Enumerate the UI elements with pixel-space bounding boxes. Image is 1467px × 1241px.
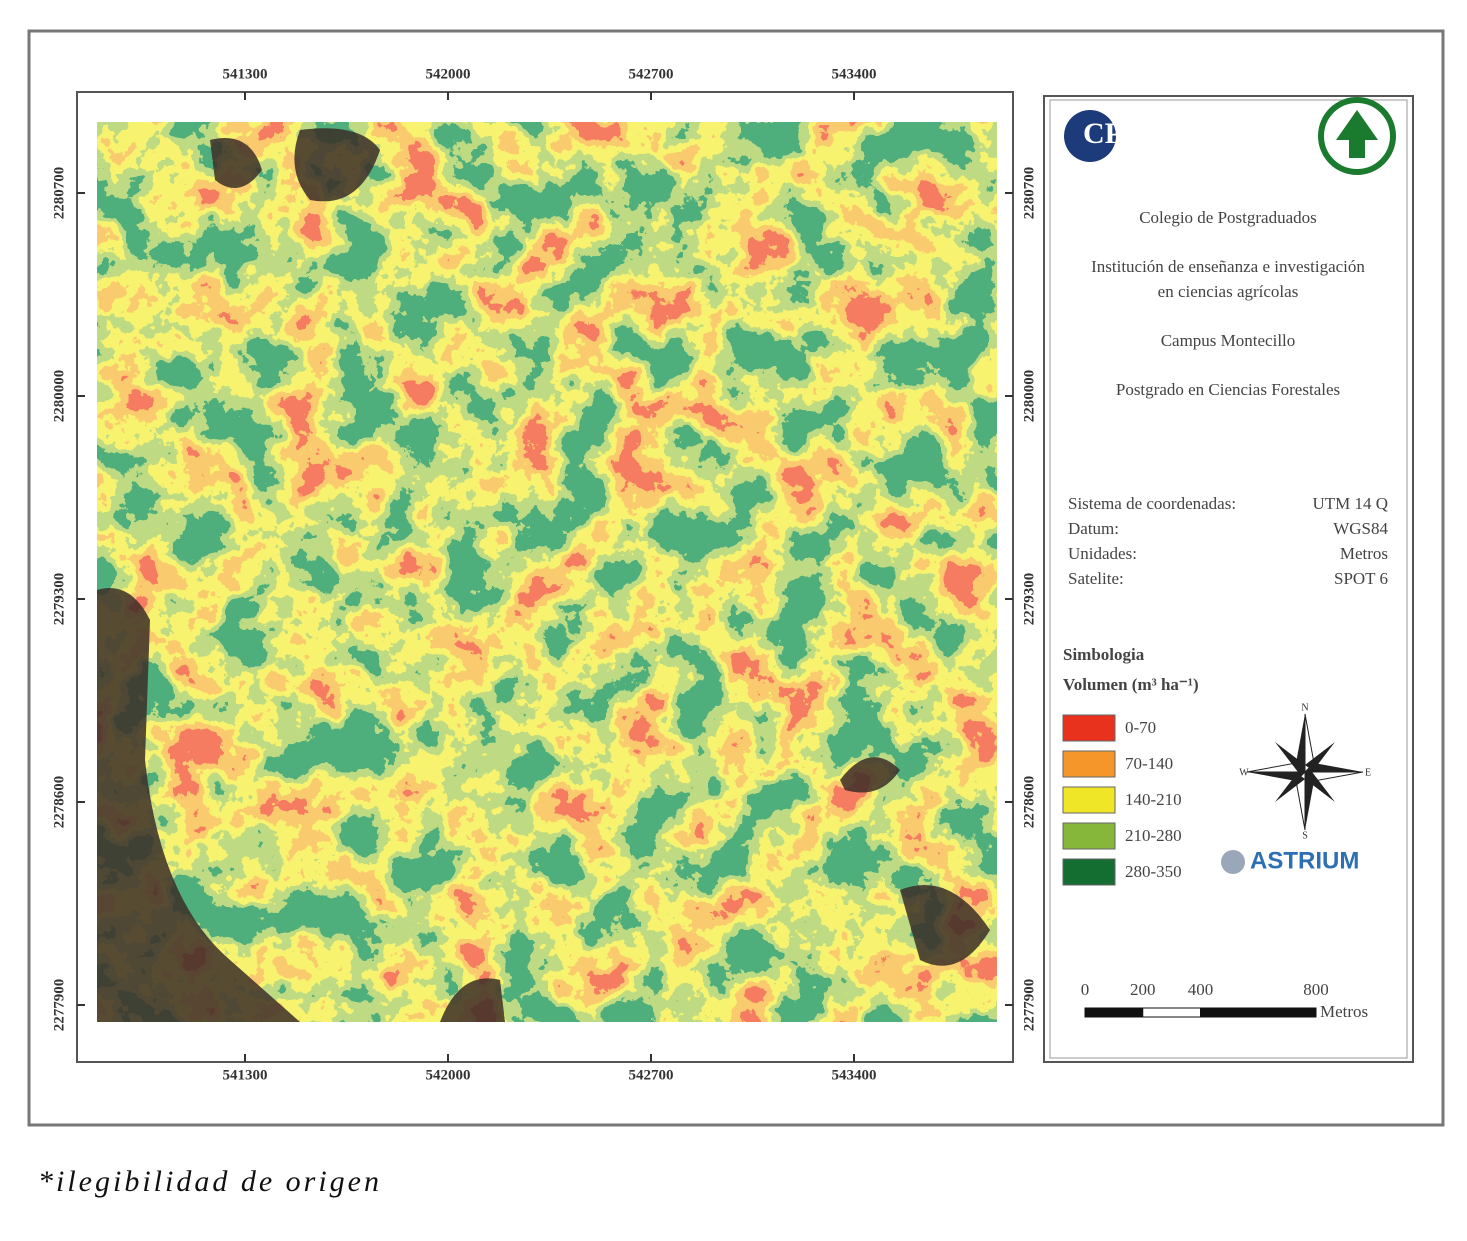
dark-patch <box>900 885 990 966</box>
y-tick-label: 2277900 <box>1021 979 1037 1032</box>
dark-patch <box>440 978 505 1022</box>
legend-label: 140-210 <box>1125 790 1182 809</box>
y-tick-label: 2280000 <box>51 370 67 423</box>
info-value: UTM 14 Q <box>1312 494 1388 513</box>
info-label: Sistema de coordenadas: <box>1068 494 1236 513</box>
description: en ciencias agrícolas <box>1158 282 1299 301</box>
volume-raster <box>97 122 997 1022</box>
dark-patch <box>210 138 262 188</box>
outer-border <box>27 29 1445 1127</box>
cp-logo-text: CP <box>1083 117 1123 150</box>
info-value: Metros <box>1340 544 1388 563</box>
scale-unit: Metros <box>1320 1002 1368 1021</box>
dark-patch <box>294 128 380 202</box>
x-tick-label: 543400 <box>832 1067 877 1083</box>
brand: ASTRIUM <box>1250 847 1359 874</box>
y-tick-label: 2280700 <box>1021 167 1037 220</box>
legend-label: 280-350 <box>1125 862 1182 881</box>
cp-logo <box>1064 110 1116 162</box>
legend-swatch <box>1062 858 1116 886</box>
x-tick-label: 542700 <box>629 66 674 82</box>
scale-label: 200 <box>1130 980 1156 999</box>
map-frame <box>76 91 1014 1063</box>
info-value: WGS84 <box>1333 519 1388 538</box>
x-tick-label: 541300 <box>223 1067 268 1083</box>
dark-patch <box>840 757 900 793</box>
program: Postgrado en Ciencias Forestales <box>1116 380 1340 399</box>
brand-icon <box>1221 850 1245 874</box>
compass-e: E <box>1365 767 1371 778</box>
scale-label: 400 <box>1188 980 1214 999</box>
legend-swatch <box>1062 750 1116 778</box>
x-tick-label: 543400 <box>832 66 877 82</box>
description: Institución de enseñanza e investigación <box>1091 257 1365 276</box>
institution: Colegio de Postgraduados <box>1139 208 1317 227</box>
urban-area <box>97 588 300 1022</box>
tree-icon <box>1336 110 1378 158</box>
info-panel-inner <box>1049 99 1408 1059</box>
north-arrow <box>1246 713 1364 831</box>
scale-segment <box>1084 1007 1144 1018</box>
y-tick-label: 2278600 <box>51 776 67 829</box>
info-label: Satelite: <box>1068 569 1124 588</box>
legend-swatch <box>1062 822 1116 850</box>
x-tick-label: 542000 <box>426 1067 471 1083</box>
scale-segment <box>1142 1007 1201 1018</box>
x-tick-label: 542000 <box>426 66 471 82</box>
info-value: SPOT 6 <box>1334 569 1388 588</box>
x-tick-label: 542700 <box>629 1067 674 1083</box>
compass-n: N <box>1301 702 1308 713</box>
legend-title: Simbologia <box>1063 645 1145 664</box>
legend-subtitle: Volumen (m³ ha⁻¹) <box>1063 675 1199 694</box>
legend-swatch <box>1062 714 1116 742</box>
compass-s: S <box>1302 830 1308 841</box>
compass-diagonals <box>1275 742 1335 802</box>
y-tick-label: 2279300 <box>51 573 67 626</box>
y-tick-label: 2279300 <box>1021 573 1037 626</box>
info-label: Datum: <box>1068 519 1119 538</box>
legend-label: 0-70 <box>1125 718 1156 737</box>
unclassified-areas <box>97 128 990 1022</box>
info-label: Unidades: <box>1068 544 1137 563</box>
scale-segment <box>1200 1007 1317 1018</box>
y-tick-label: 2280700 <box>51 167 67 220</box>
legend-swatch <box>1062 786 1116 814</box>
y-tick-label: 2280000 <box>1021 370 1037 423</box>
legend-label: 70-140 <box>1125 754 1173 773</box>
x-tick-label: 541300 <box>223 66 268 82</box>
footnote: *ilegibilidad de origen <box>38 1165 382 1198</box>
info-panel <box>1043 95 1414 1063</box>
compass-w: W <box>1239 767 1249 778</box>
scale-label: 0 <box>1081 980 1090 999</box>
scale-label: 800 <box>1303 980 1329 999</box>
y-tick-label: 2278600 <box>1021 776 1037 829</box>
legend-label: 210-280 <box>1125 826 1182 845</box>
y-tick-label: 2277900 <box>51 979 67 1032</box>
campus: Campus Montecillo <box>1161 331 1296 350</box>
